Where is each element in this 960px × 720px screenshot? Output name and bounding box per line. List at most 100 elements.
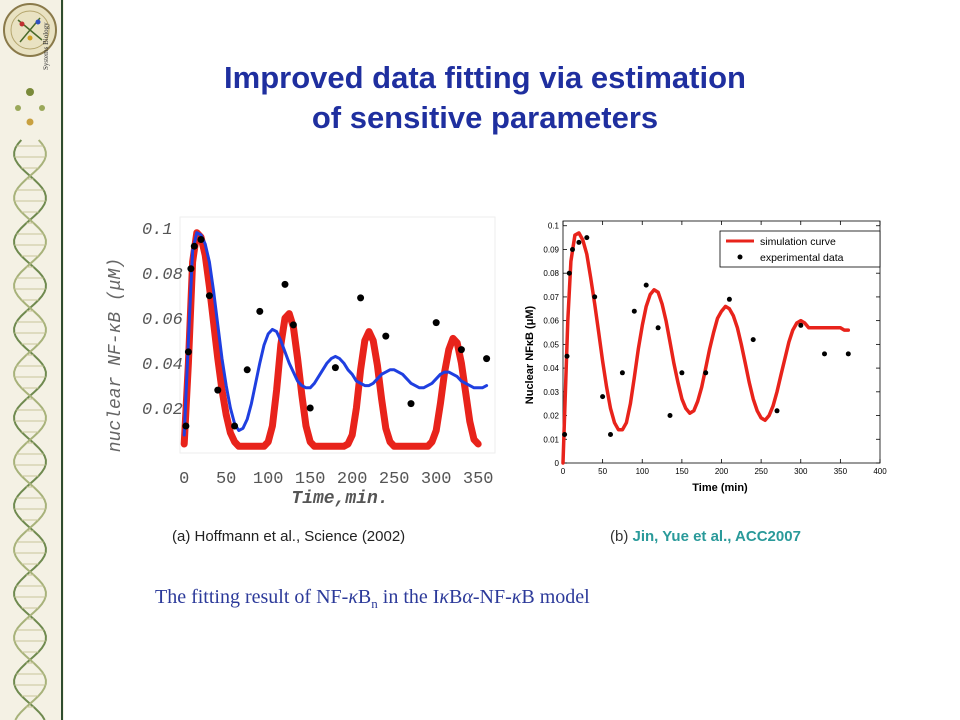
x-tick-label: 350 bbox=[463, 470, 494, 489]
y-tick-label: 0 bbox=[555, 459, 560, 468]
data-point bbox=[655, 325, 661, 331]
caption-alpha: α bbox=[462, 586, 473, 608]
data-point bbox=[407, 400, 415, 408]
y-tick-label: 0.02 bbox=[543, 412, 559, 421]
chart-b-x-ticks: 0 50 100 150 200 250 300 350 400 bbox=[561, 221, 887, 476]
data-point bbox=[197, 236, 205, 243]
data-point bbox=[281, 280, 289, 288]
data-point bbox=[667, 413, 673, 418]
data-point bbox=[214, 386, 222, 394]
data-point bbox=[600, 394, 606, 400]
data-point bbox=[382, 332, 390, 340]
x-tick-label: 300 bbox=[794, 467, 808, 476]
y-tick-label: 0.03 bbox=[543, 388, 559, 397]
x-tick-label: 150 bbox=[675, 467, 689, 476]
x-tick-label: 0 bbox=[179, 470, 189, 489]
data-point bbox=[750, 337, 756, 343]
data-point bbox=[243, 366, 251, 374]
caption-b-prefix: (b) bbox=[610, 528, 633, 545]
y-tick-label: 0.09 bbox=[543, 245, 559, 254]
plot-area bbox=[179, 216, 496, 454]
data-point bbox=[822, 351, 827, 357]
y-tick-label: 0.05 bbox=[543, 340, 559, 349]
data-point bbox=[357, 294, 365, 302]
data-point bbox=[205, 292, 213, 300]
caption-subscript: n bbox=[371, 596, 378, 611]
data-point bbox=[182, 422, 190, 430]
data-point bbox=[774, 408, 780, 414]
data-point bbox=[798, 322, 804, 328]
data-point bbox=[566, 270, 572, 276]
caption-b-authors: Jin, Yue et al., ACC2007 bbox=[632, 528, 801, 545]
data-point bbox=[643, 282, 649, 288]
x-tick-label: 250 bbox=[379, 470, 410, 489]
data-point bbox=[592, 294, 598, 300]
caption-kappa-2: κ bbox=[439, 586, 450, 608]
data-point bbox=[256, 307, 264, 315]
x-tick-label: 250 bbox=[754, 467, 768, 476]
x-tick-label: 300 bbox=[421, 470, 452, 489]
data-point bbox=[432, 319, 440, 327]
title-line-1: Improved data fitting via estimation bbox=[224, 60, 746, 95]
caption-a: (a) Hoffmann et al., Science (2002) bbox=[172, 528, 406, 545]
caption-b: (b) Jin, Yue et al., ACC2007 bbox=[610, 528, 801, 545]
y-tick-label: 0.04 bbox=[543, 364, 559, 373]
y-tick-label: 0.02 bbox=[142, 401, 183, 420]
chart-b-data-points bbox=[562, 235, 851, 437]
chart-a-y-ticks: 0.02 0.04 0.06 0.08 0.1 bbox=[142, 221, 183, 420]
caption-text-2: B bbox=[357, 586, 372, 608]
helix-strand-2 bbox=[13, 139, 47, 720]
figure-caption: The fitting result of NF-κBn in the IκBα… bbox=[155, 586, 590, 612]
data-point bbox=[562, 432, 568, 437]
data-point bbox=[289, 321, 297, 329]
data-point bbox=[306, 404, 314, 412]
data-point bbox=[331, 364, 339, 372]
caption-text-4: B bbox=[449, 586, 463, 608]
chart-a-plot-frame bbox=[179, 216, 496, 454]
series-line-0 bbox=[561, 231, 851, 465]
chart-a-data-points bbox=[182, 236, 491, 430]
data-point bbox=[703, 370, 709, 376]
legend-label-simulation: simulation curve bbox=[760, 236, 836, 248]
data-point bbox=[726, 296, 732, 302]
chart-b-y-label: Nuclear NFκB (μM) bbox=[524, 305, 536, 404]
dna-helix-icon bbox=[13, 139, 47, 720]
y-tick-label: 0.1 bbox=[548, 222, 560, 231]
helix-strand-1 bbox=[13, 139, 47, 720]
y-tick-label: 0.08 bbox=[543, 269, 559, 278]
x-tick-label: 0 bbox=[561, 467, 566, 476]
legend-dot-experimental bbox=[737, 254, 743, 260]
chart-b-x-label: Time (min) bbox=[692, 482, 748, 494]
y-tick-label: 0.06 bbox=[142, 311, 183, 330]
sidebar-ornaments bbox=[15, 88, 45, 126]
slide-title: Improved data fitting via estimation of … bbox=[140, 58, 830, 138]
x-tick-label: 400 bbox=[873, 467, 887, 476]
data-point bbox=[845, 351, 851, 357]
logo-text: Systems Biology bbox=[42, 22, 50, 70]
chart-a-x-ticks: 0 50 100 150 200 250 300 350 bbox=[179, 470, 493, 489]
data-point bbox=[190, 242, 198, 250]
y-tick-label: 0.07 bbox=[543, 293, 559, 302]
y-tick-label: 0.1 bbox=[142, 221, 173, 240]
x-tick-label: 50 bbox=[598, 467, 607, 476]
data-point bbox=[631, 308, 637, 314]
series-line-0 bbox=[180, 229, 482, 450]
chart-b-jin-yue: 0 0.01 0.02 0.03 0.04 0.05 0.06 0.07 0.08 0.09 0.1… bbox=[515, 215, 895, 500]
x-tick-label: 50 bbox=[216, 470, 236, 489]
x-tick-label: 100 bbox=[636, 467, 650, 476]
caption-kappa-1: κ bbox=[348, 586, 358, 608]
data-point bbox=[679, 370, 685, 376]
chart-b-series bbox=[561, 231, 851, 465]
title-line-2: of sensitive parameters bbox=[311, 100, 659, 135]
data-point bbox=[184, 348, 192, 356]
data-point bbox=[570, 247, 575, 252]
systems-biology-logo: Systems Biology bbox=[3, 3, 57, 70]
sidebar-decoration: Systems Biology bbox=[0, 0, 64, 720]
legend-label-experimental: experimental data bbox=[760, 252, 844, 264]
caption-text-5: -NF- bbox=[472, 586, 512, 608]
caption-text-1: The fitting result of NF- bbox=[155, 586, 349, 608]
data-point bbox=[608, 432, 613, 437]
data-point bbox=[584, 235, 590, 241]
chart-a-y-label: nuclear NF-κB (μM) bbox=[106, 258, 126, 452]
chart-a-x-label: Time,min. bbox=[291, 489, 388, 509]
